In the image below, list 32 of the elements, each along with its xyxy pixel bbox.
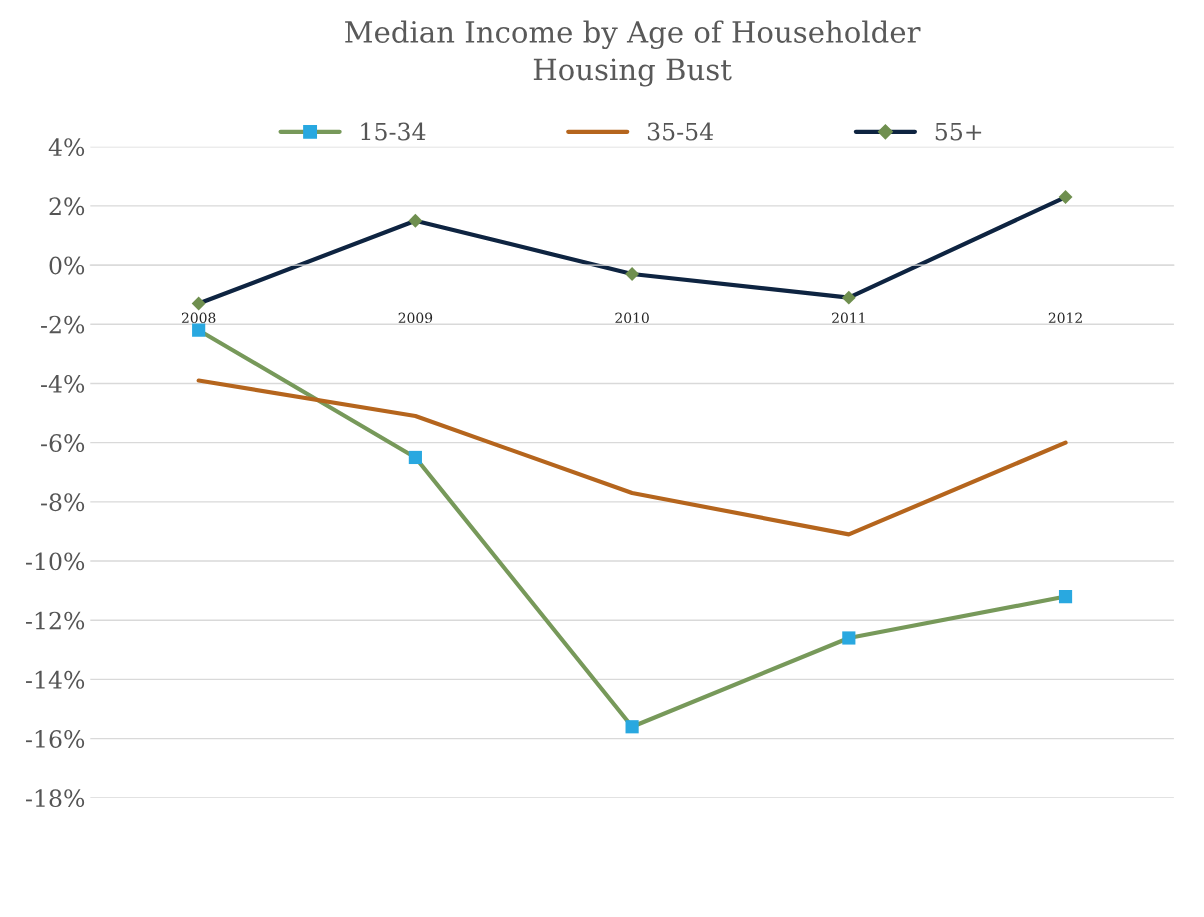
y-tick-label: -6% <box>41 434 85 452</box>
point <box>192 323 206 337</box>
y-tick-label: 0% <box>49 256 85 275</box>
y-tick-label: -10% <box>26 552 85 571</box>
x-tick-label: 2009 <box>398 312 433 324</box>
chart-title: Median Income by Age of Householder Housing Bust <box>345 20 921 87</box>
x-tick-label: 2012 <box>1048 312 1082 324</box>
y-tick-label: -16% <box>26 730 85 748</box>
x-tick-label: 2010 <box>615 312 649 324</box>
y-tick-label: -8% <box>41 493 85 512</box>
legend-label: 35-54 <box>647 122 714 141</box>
line-series <box>196 378 1068 537</box>
y-tick-label: -12% <box>26 611 85 630</box>
point <box>625 720 639 734</box>
legend-label: 55+ <box>935 122 982 141</box>
point <box>625 267 640 281</box>
point <box>842 631 856 645</box>
point <box>841 290 856 305</box>
y-tick-label: -18% <box>26 789 85 808</box>
point <box>191 296 206 311</box>
y-tick-label: 4% <box>48 138 85 157</box>
point <box>408 450 422 465</box>
x-tick-label: 2011 <box>832 312 865 324</box>
point <box>1058 190 1073 204</box>
y-tick-label: 2% <box>49 197 85 216</box>
x-tick-label: 2008 <box>181 312 216 324</box>
y-tick-label: -2% <box>41 315 85 334</box>
point <box>1058 589 1073 604</box>
y-tick-label: -4% <box>41 374 85 393</box>
legend-label: 15-34 <box>361 122 426 141</box>
y-tick-label: -14% <box>26 670 85 689</box>
point <box>408 213 423 228</box>
